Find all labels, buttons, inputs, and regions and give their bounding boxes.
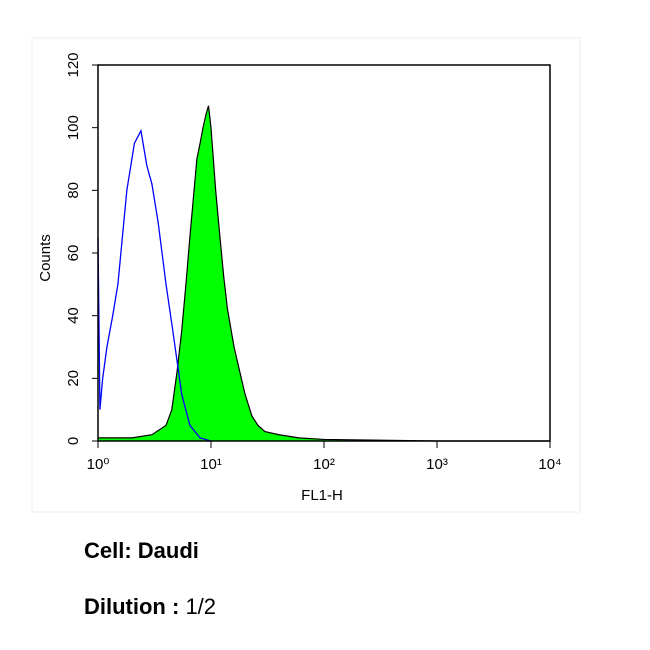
y-tick-label: 120: [65, 52, 82, 77]
x-axis-label: FL1-H: [301, 487, 343, 504]
y-tick-label: 0: [65, 437, 82, 445]
y-axis-label: Counts: [37, 234, 54, 282]
dilution-label: Dilution :: [84, 594, 180, 619]
y-tick-label: 80: [65, 182, 82, 199]
plot-border: [97, 64, 551, 442]
histogram-line: [97, 128, 212, 442]
y-tick-label: 40: [65, 307, 82, 324]
dilution-value: 1/2: [185, 594, 217, 619]
frame: [31, 37, 581, 513]
x-tick-label: 10⁴: [538, 456, 561, 473]
chart: FL1-H Counts 0 20 40 60 80 100 120 10⁰ 10¹ 10² 10³…: [31, 37, 581, 513]
x-tick-label: 10²: [313, 456, 335, 473]
caption-dilution: Dilution : 1/2: [84, 594, 216, 620]
x-tick-label: 10³: [426, 456, 448, 473]
y-tick-label: 100: [65, 115, 82, 140]
histogram-outline: [98, 105, 550, 442]
x-tick-label: 10⁰: [87, 456, 110, 473]
histogram-area: [98, 105, 550, 441]
caption-cell: Cell: Daudi: [84, 538, 199, 563]
y-tick-label: 20: [65, 370, 82, 387]
x-tick-label: 10¹: [200, 456, 222, 473]
y-tick-label: 60: [65, 245, 82, 262]
